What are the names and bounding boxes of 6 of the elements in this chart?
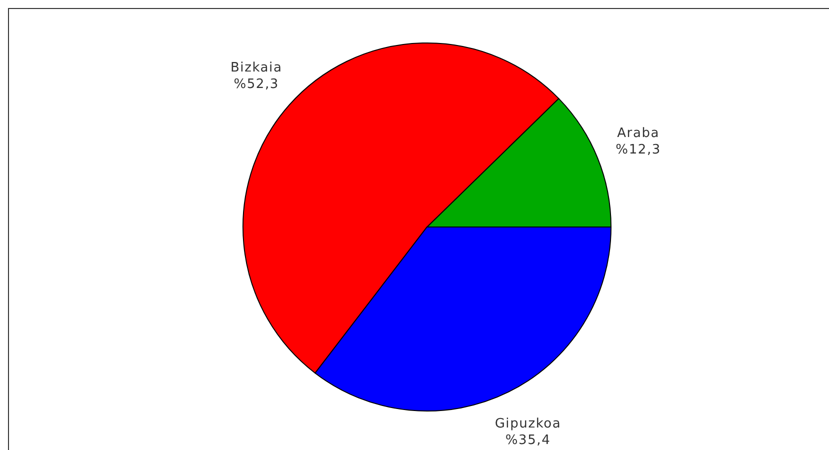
data-label: %35,4 (505, 432, 551, 448)
slice-label: Araba (617, 126, 660, 142)
data-label: %12,3 (616, 142, 661, 158)
slice-label: Bizkaia (230, 60, 282, 76)
slice-label: Gipuzkoa (494, 416, 562, 432)
data-label: %52,3 (234, 76, 279, 92)
